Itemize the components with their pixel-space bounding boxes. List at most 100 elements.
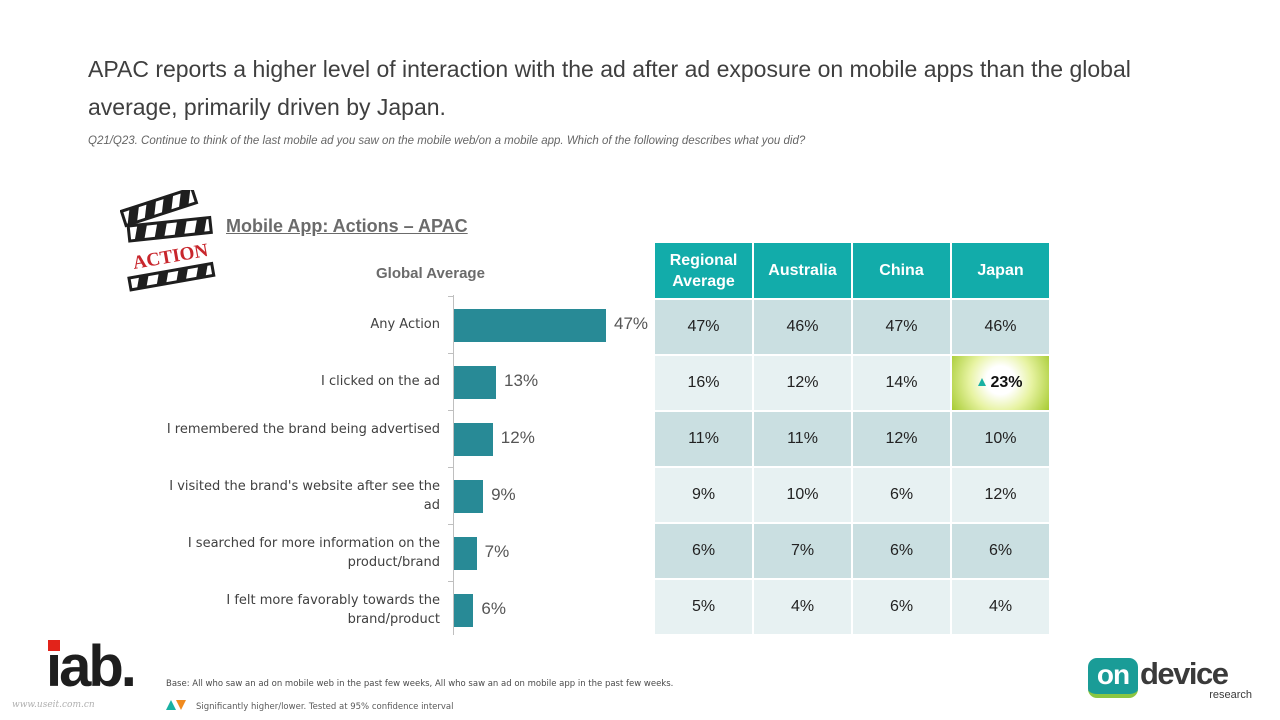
category-label: I felt more favorably towards the brand/…	[226, 592, 440, 627]
table-cell: 12%	[952, 468, 1051, 524]
table-row: 6% 7% 6% 6%	[655, 524, 1051, 580]
data-label: 47%	[614, 313, 649, 333]
cell-value: 47%	[687, 318, 720, 335]
cell-value: 7%	[790, 542, 815, 559]
table-cell: 10%	[754, 468, 853, 524]
question-text: Q21/Q23. Continue to think of the last m…	[88, 135, 806, 147]
table-cell: 47%	[853, 300, 952, 356]
cell-value: 10%	[984, 430, 1017, 447]
iab-logo-text: iab.	[46, 636, 134, 692]
table-cell: 12%	[754, 356, 853, 412]
base-note: Base: All who saw an ad on mobile web in…	[166, 679, 674, 689]
bar	[454, 308, 606, 342]
data-label: 13%	[504, 370, 539, 390]
cell-value: 6%	[691, 542, 716, 559]
table-cell: 6%	[853, 468, 952, 524]
table-cell: 6%	[853, 580, 952, 636]
category-label: I visited the brand's website after see …	[169, 478, 440, 513]
table-cell: 10%	[952, 412, 1051, 468]
cell-value: 9%	[691, 486, 716, 503]
cell-value: 12%	[786, 374, 819, 391]
cell-value: 6%	[889, 486, 914, 503]
axis-tick	[448, 581, 454, 582]
table-cell: 12%	[853, 412, 952, 468]
table-cell: 6%	[655, 524, 754, 580]
table-cell: 5%	[655, 580, 754, 636]
column-header: Japan	[952, 243, 1051, 300]
table-row: 5% 4% 6% 4%	[655, 580, 1051, 636]
bar	[454, 536, 477, 570]
sig-up-icon	[978, 378, 987, 386]
cell-value: 6%	[988, 542, 1013, 559]
bar	[454, 593, 474, 627]
cell-value: 16%	[687, 374, 720, 391]
table-cell: 4%	[754, 580, 853, 636]
axis-tick	[448, 524, 454, 525]
category-label: I searched for more information on the p…	[187, 535, 440, 570]
table-cell: 23%	[952, 356, 1051, 412]
table-cell: 11%	[754, 412, 853, 468]
table-cell: 7%	[754, 524, 853, 580]
bar	[454, 422, 493, 456]
cell-value: 12%	[885, 430, 918, 447]
ondevice-badge: on	[1088, 658, 1138, 698]
column-header: Regional Average	[655, 243, 754, 300]
cell-value: 12%	[984, 486, 1017, 503]
axis-tick	[448, 353, 454, 354]
bar	[454, 365, 497, 399]
cell-value: 11%	[688, 430, 719, 447]
cell-value: 47%	[885, 318, 918, 335]
cell-value: 6%	[889, 542, 914, 559]
triangle-down-icon	[176, 700, 186, 710]
axis-tick	[448, 467, 454, 468]
table-cell: 4%	[952, 580, 1051, 636]
cell-value: 46%	[984, 318, 1017, 335]
table-row: 11% 11% 12% 10%	[655, 412, 1051, 468]
data-label: 6%	[481, 598, 506, 618]
regional-table: Regional Average Australia China Japan 4…	[655, 243, 1051, 636]
table-cell: 46%	[952, 300, 1051, 356]
table-cell: 11%	[655, 412, 754, 468]
watermark: www.useit.com.cn	[12, 700, 95, 710]
table-cell: 16%	[655, 356, 754, 412]
triangle-up-icon	[166, 700, 176, 710]
significance-text: Significantly higher/lower. Tested at 95…	[196, 702, 454, 712]
table-row: 9% 10% 6% 12%	[655, 468, 1051, 524]
slide-title: APAC reports a higher level of interacti…	[88, 56, 1131, 120]
column-header: China	[853, 243, 952, 300]
data-label: 12%	[500, 427, 535, 447]
table-cell: 9%	[655, 468, 754, 524]
table-cell: 6%	[952, 524, 1051, 580]
table-cell: 46%	[754, 300, 853, 356]
table-row: 16% 12% 14% 23%	[655, 356, 1051, 412]
iab-logo: iab.	[46, 636, 137, 692]
cell-value: 11%	[787, 430, 818, 447]
cell-value: 14%	[885, 374, 918, 391]
category-label: I clicked on the ad	[321, 374, 440, 389]
ondevice-sub: research	[1209, 689, 1252, 701]
cell-value: 46%	[786, 318, 819, 335]
ondevice-logo: on device research	[1086, 656, 1256, 704]
table-cell: 6%	[853, 524, 952, 580]
column-header: Australia	[754, 243, 853, 300]
clapperboard-icon: ACTION	[120, 190, 216, 292]
axis-tick	[448, 296, 454, 297]
ondevice-word: device	[1140, 656, 1229, 691]
category-label: I remembered the brand being advertised	[166, 421, 440, 437]
table-cell: 14%	[853, 356, 952, 412]
cell-value: 4%	[790, 598, 815, 615]
data-label: 7%	[484, 541, 510, 561]
category-label: Any Action	[370, 317, 440, 332]
cell-value: 6%	[889, 598, 914, 615]
bar	[454, 479, 484, 513]
chart-title: Mobile App: Actions – APAC	[226, 216, 468, 236]
cell-value: 10%	[786, 486, 819, 503]
cell-value: 23%	[990, 374, 1023, 391]
axis-tick	[448, 410, 454, 411]
table-row: 47% 46% 47% 46%	[655, 300, 1051, 356]
chart-subtitle: Global Average	[376, 265, 485, 282]
chart-axis	[453, 295, 454, 635]
cell-value: 5%	[691, 598, 716, 615]
table-cell: 47%	[655, 300, 754, 356]
cell-value: 4%	[988, 598, 1013, 615]
